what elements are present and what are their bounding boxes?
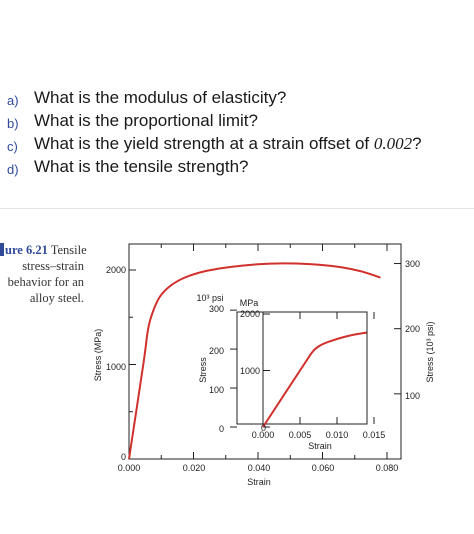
main-curve [128, 262, 381, 460]
section-divider [0, 208, 474, 209]
question-text: What is the yield strength at a strain o… [34, 134, 422, 154]
inset-y-tick-ksi: 200 [209, 346, 224, 356]
inset-y-tick-ksi: 0 [219, 424, 224, 434]
figure-label: ure 6.21 [5, 243, 48, 257]
inset-y-tick-mpa: 1000 [240, 366, 260, 376]
main-y2-tick-label: 200 [405, 324, 420, 334]
question-letter: a) [7, 93, 19, 108]
question-text: What is the tensile strength? [34, 157, 249, 176]
strain-offset-value: 0.002 [373, 134, 413, 153]
main-x-axis-label: Strain [247, 477, 271, 487]
caption-text: Tensile [50, 243, 87, 257]
main-x-tick-label: 0.080 [376, 463, 399, 473]
inset-x-tick-label: 0.015 [363, 430, 386, 440]
inset-x-tick-label: 0.000 [252, 430, 275, 440]
inset-x-tick-label: 0.010 [326, 430, 349, 440]
caption-edge-mark [0, 243, 4, 256]
question-letter: b) [7, 116, 19, 131]
main-y-tick-label: 2000 [106, 265, 126, 275]
inset-y-tick-mpa: 0 [261, 423, 266, 433]
main-x-tick-label: 0.060 [312, 463, 335, 473]
inset-y-tick-mpa: 2000 [240, 309, 260, 319]
inset-y-unit-left: 10³ psi [196, 293, 223, 303]
inset-curve [262, 331, 367, 428]
question-c: c) What is the yield strength at a strai… [0, 134, 474, 158]
main-y-tick-label: 0 [121, 452, 126, 462]
question-letter: c) [7, 139, 18, 154]
main-y-axis-label: Stress (MPa) [93, 329, 103, 382]
question-b: b) What is the proportional limit? [0, 111, 474, 135]
inset-plot-frame [236, 311, 368, 425]
caption-line-4: alloy steel. [29, 291, 84, 305]
main-y2-tick-label: 300 [405, 259, 420, 269]
caption-line-3: behavior for an [7, 275, 84, 289]
question-letter: d) [7, 162, 19, 177]
inset-x-tick-label: 0.005 [289, 430, 312, 440]
question-a: a) What is the modulus of elasticity? [0, 88, 474, 112]
main-y2-tick-label: 100 [405, 391, 420, 401]
caption-line-1: ure 6.21 Tensile [0, 242, 87, 258]
question-d: d) What is the tensile strength? [0, 157, 474, 181]
figure-caption: ure 6.21 Tensile stress–strain behavior … [0, 242, 87, 306]
inset-y-axis-label: Stress [198, 357, 208, 383]
tick-marks [128, 244, 401, 460]
question-text: What is the modulus of elasticity? [34, 88, 287, 107]
main-y-tick-label: 1000 [106, 362, 126, 372]
inset-x-axis-label: Strain [308, 441, 332, 451]
inset-y-tick-ksi: 300 [209, 304, 224, 314]
main-x-tick-label: 0.040 [248, 463, 271, 473]
question-text-after: ? [412, 134, 422, 153]
question-text: What is the proportional limit? [34, 111, 258, 130]
caption-line-2: stress–strain [22, 259, 84, 273]
inset-y-unit-right: MPa [240, 298, 259, 308]
main-x-tick-label: 0.000 [118, 463, 141, 473]
inset-y-tick-ksi: 100 [209, 385, 224, 395]
main-x-tick-label: 0.020 [183, 463, 206, 473]
main-y2-axis-label: Stress (10³ psi) [425, 321, 435, 382]
question-text-before: What is the yield strength at a strain o… [34, 134, 374, 153]
main-plot-frame [128, 243, 402, 460]
